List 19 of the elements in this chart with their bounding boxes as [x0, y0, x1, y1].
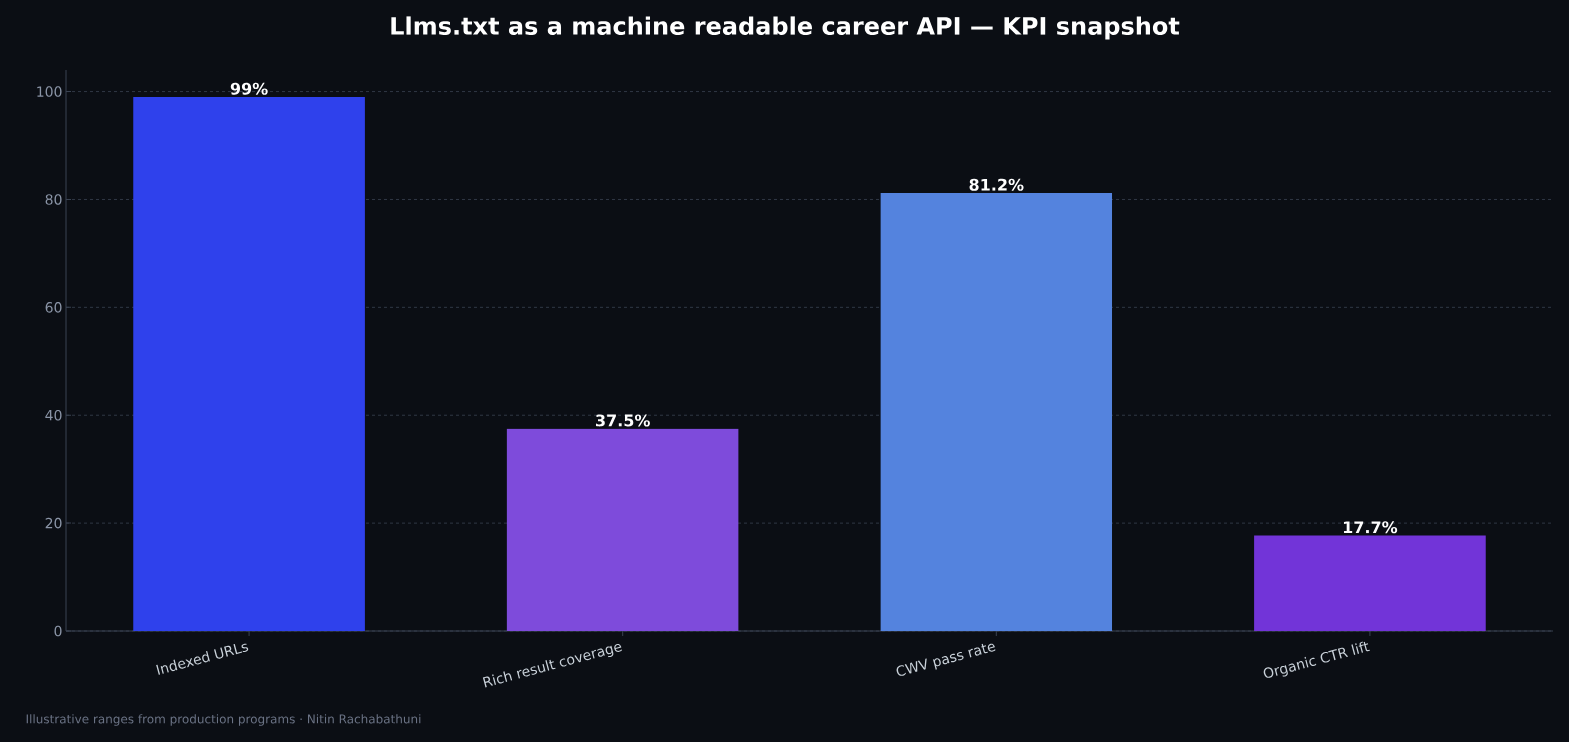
bar — [880, 192, 1113, 631]
y-tick-label: 40 — [45, 409, 62, 421]
y-tick-label: 0 — [54, 625, 62, 637]
data-label: 99% — [230, 82, 268, 95]
y-tick-label: 100 — [37, 86, 62, 97]
y-tick-label: 80 — [45, 194, 62, 205]
data-label: 37.5% — [596, 414, 650, 427]
y-tick-label: 60 — [45, 302, 62, 313]
bar — [1254, 535, 1486, 631]
x-tick-label: CWV pass rate — [896, 643, 996, 676]
data-label: 81.2% — [969, 178, 1024, 191]
bar — [133, 96, 365, 631]
bar — [506, 428, 739, 631]
chart-title: Llms.txt as a machine readable career API — KPI snapshot — [391, 16, 1180, 40]
y-tick-label: 20 — [45, 517, 62, 529]
text: Illustrative ranges from production programs · Nitin Rachabathuni — [26, 714, 421, 726]
x-tick-label: Rich result coverage — [482, 643, 622, 688]
data-label: 17.7% — [1343, 521, 1398, 534]
x-tick-label: Organic CTR lift — [1263, 641, 1370, 678]
